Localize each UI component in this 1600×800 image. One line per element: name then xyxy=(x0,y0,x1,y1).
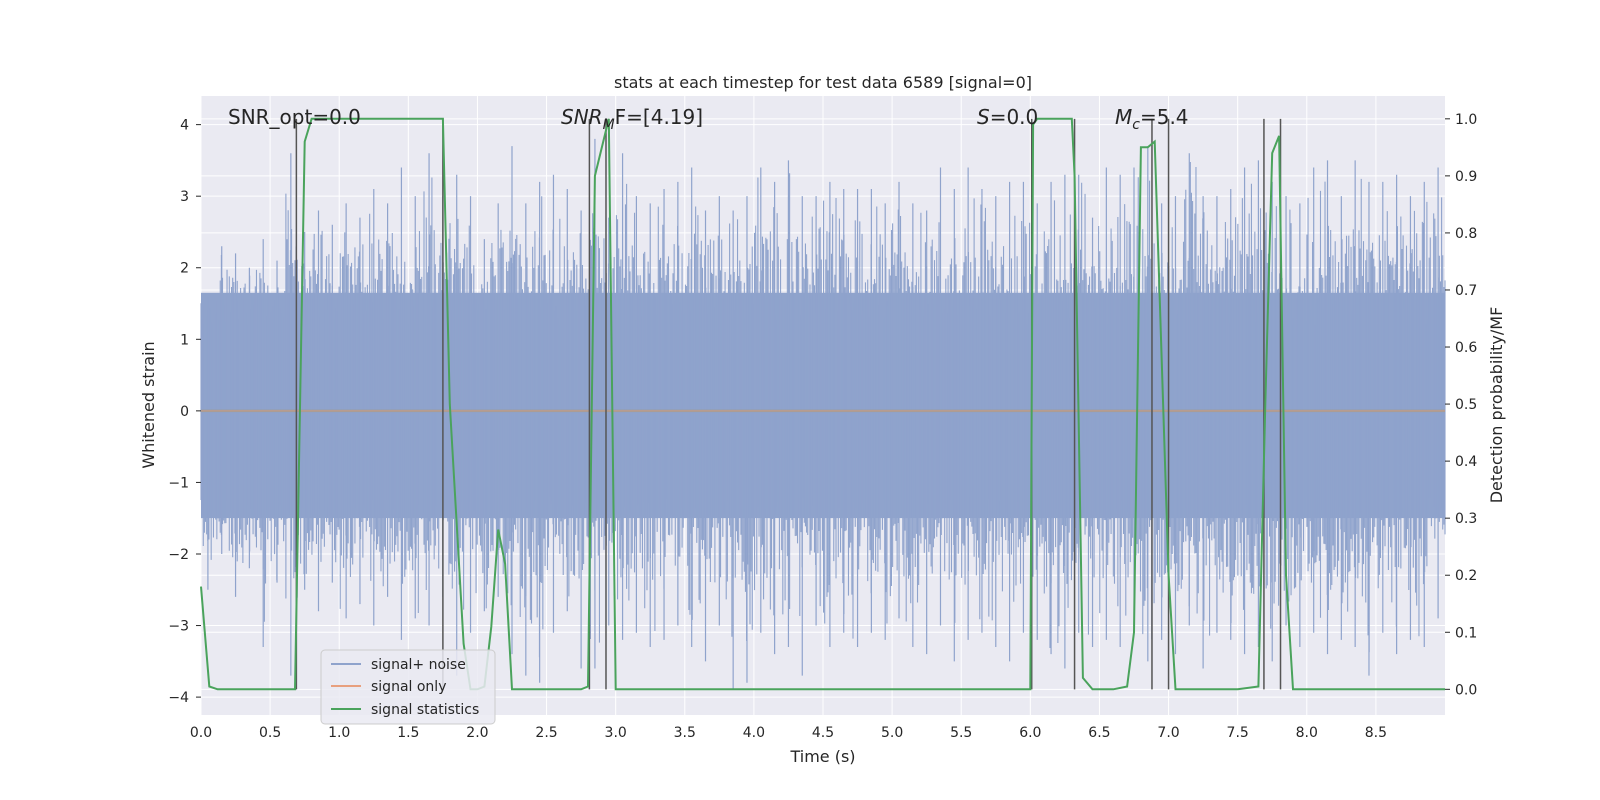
x-tick-label: 7.5 xyxy=(1227,725,1249,741)
annotation-s-label: S xyxy=(977,105,990,129)
legend: signal+ noise signal only signal statist… xyxy=(320,649,496,725)
vertical-markers xyxy=(295,118,1282,690)
y-right-tick-label: 0.0 xyxy=(1455,682,1477,698)
x-tick-label: 3.5 xyxy=(674,725,696,741)
annotation-snr-mf-label: SNR xyxy=(561,105,603,129)
y-tick-label: 2 xyxy=(180,261,189,277)
x-axis-ticks: 0.0 0.5 1.0 1.5 2.0 2.5 3.0 3.5 4.0 4.5 5.0 5.5 6.0 6… xyxy=(190,725,1387,741)
x-tick-label: 2.5 xyxy=(535,725,557,741)
legend-box xyxy=(320,649,496,725)
y-tick-label: −4 xyxy=(168,690,189,706)
annotation-snr-mf: SNRMF=[4.19] xyxy=(561,105,703,133)
chart-title: stats at each timestep for test data 658… xyxy=(614,73,1032,92)
legend-label-signal-statistics: signal statistics xyxy=(371,702,479,718)
annotation-mc-rest: =5.4 xyxy=(1140,105,1189,129)
annotation-mc: Mc=5.4 xyxy=(1115,105,1189,133)
y-right-tick-label: 0.9 xyxy=(1455,169,1477,185)
x-tick-label: 1.5 xyxy=(397,725,419,741)
y-right-axis-ticks: 1.0 0.9 0.8 0.7 0.6 0.5 0.4 0.3 0.2 0.1 0.0 xyxy=(1445,112,1477,698)
x-tick-label: 4.5 xyxy=(812,725,834,741)
x-tick-label: 6.5 xyxy=(1088,725,1110,741)
y-axis-ticks: 4 3 2 1 0 −1 −2 −3 −4 xyxy=(168,118,201,706)
signal-statistics-line xyxy=(200,117,1445,691)
annotation-snr-mf-rest: F=[4.19] xyxy=(615,105,703,129)
annotation-mc-sub: c xyxy=(1132,117,1140,133)
y-tick-label: 1 xyxy=(180,332,189,348)
y-right-tick-label: 0.6 xyxy=(1455,340,1477,356)
y-tick-label: 4 xyxy=(180,118,189,134)
signal-statistics-series xyxy=(200,117,1445,691)
x-tick-label: 6.0 xyxy=(1019,725,1041,741)
y-axis-label: Whitened strain xyxy=(139,341,158,468)
annotation-snr-opt: SNR_opt=0.0 xyxy=(228,105,361,129)
legend-label-signal-noise: signal+ noise xyxy=(371,657,466,673)
y-right-tick-label: 0.8 xyxy=(1455,226,1477,242)
x-tick-label: 4.0 xyxy=(743,725,765,741)
x-tick-label: 0.5 xyxy=(259,725,281,741)
x-tick-label: 8.5 xyxy=(1365,725,1387,741)
x-tick-label: 3.0 xyxy=(605,725,627,741)
y-right-tick-label: 0.5 xyxy=(1455,397,1477,413)
x-tick-label: 8.0 xyxy=(1296,725,1318,741)
y-right-axis-label: Detection probability/MF xyxy=(1487,307,1506,504)
annotation-s: S=0.0 xyxy=(977,105,1038,129)
annotation-snr-mf-sub: M xyxy=(603,117,615,133)
x-tick-label: 5.5 xyxy=(950,725,972,741)
y-right-tick-label: 0.3 xyxy=(1455,511,1477,527)
y-tick-label: −3 xyxy=(168,619,189,635)
x-axis-label: Time (s) xyxy=(789,747,855,766)
x-tick-label: 5.0 xyxy=(881,725,903,741)
annotation-mc-label: M xyxy=(1115,105,1132,129)
y-tick-label: 0 xyxy=(180,404,189,420)
legend-label-signal-only: signal only xyxy=(371,679,446,695)
y-right-tick-label: 0.7 xyxy=(1455,283,1477,299)
y-right-tick-label: 0.1 xyxy=(1455,625,1477,641)
y-tick-label: −1 xyxy=(168,475,189,491)
y-right-tick-label: 0.4 xyxy=(1455,454,1477,470)
noise-series xyxy=(200,138,1446,690)
x-tick-label: 0.0 xyxy=(190,725,212,741)
y-tick-label: 3 xyxy=(180,189,189,205)
x-tick-label: 1.0 xyxy=(328,725,350,741)
x-tick-label: 2.0 xyxy=(466,725,488,741)
y-right-tick-label: 1.0 xyxy=(1455,112,1477,128)
annotation-s-rest: =0.0 xyxy=(990,105,1039,129)
x-tick-label: 7.0 xyxy=(1157,725,1179,741)
y-right-tick-label: 0.2 xyxy=(1455,568,1477,584)
y-tick-label: −2 xyxy=(168,547,189,563)
